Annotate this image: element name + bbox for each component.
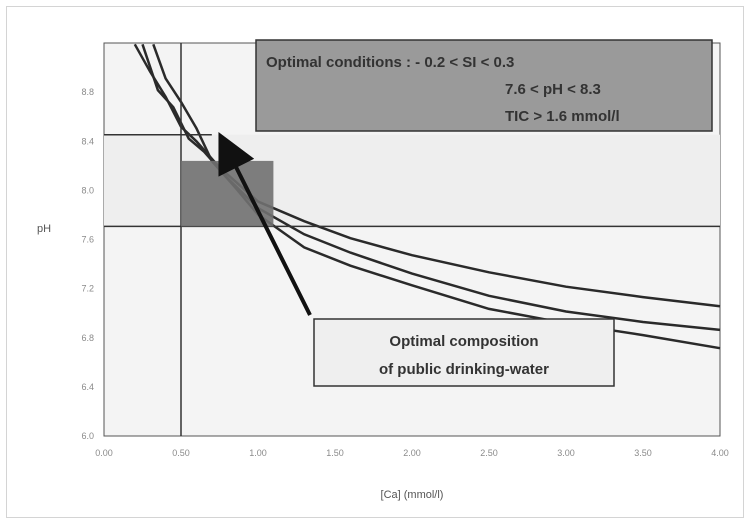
x-tick-label: 1.50 xyxy=(326,448,344,458)
optimal-conditions-box xyxy=(255,39,713,132)
optimal-composition-line-2: of public drinking-water xyxy=(379,361,549,378)
y-axis-label: pH xyxy=(37,223,51,235)
composition-arrow xyxy=(218,131,312,316)
x-tick-label: 3.50 xyxy=(634,448,652,458)
y-tick-label: 6.0 xyxy=(81,431,94,441)
optimal-composition-box xyxy=(313,318,615,387)
y-tick-label: 8.4 xyxy=(81,136,94,146)
series-line-2 xyxy=(141,43,721,332)
x-tick-label: 4.00 xyxy=(711,448,729,458)
x-tick-label: 2.50 xyxy=(480,448,498,458)
x-tick-label: 2.00 xyxy=(403,448,421,458)
optimal-conditions-line-1: Optimal conditions : - 0.2 < SI < 0.3 xyxy=(266,54,514,71)
optimal-conditions-line-3: TIC > 1.6 mmol/l xyxy=(505,108,620,125)
x-tick-label: 1.00 xyxy=(249,448,267,458)
x-tick-label: 3.00 xyxy=(557,448,575,458)
y-tick-label: 6.4 xyxy=(81,382,94,392)
y-tick-label: 6.8 xyxy=(81,333,94,343)
y-tick-label: 8.0 xyxy=(81,185,94,195)
y-axis-ticks: 6.0 6.4 6.8 7.2 7.6 8.0 8.4 8.8 xyxy=(81,87,94,441)
x-axis-label: [Ca] (mmol/l) xyxy=(381,489,444,501)
x-tick-label: 0.50 xyxy=(172,448,190,458)
y-tick-label: 7.6 xyxy=(81,235,94,245)
x-axis-ticks: 0.00 0.50 1.00 1.50 2.00 2.50 3.00 3.50 4.00 xyxy=(95,448,729,458)
y-tick-label: 7.2 xyxy=(81,284,94,294)
x-tick-label: 0.00 xyxy=(95,448,113,458)
optimal-conditions-line-2: 7.6 < pH < 8.3 xyxy=(505,81,601,98)
optimal-composition-line-1: Optimal composition xyxy=(389,333,538,350)
y-tick-label: 8.8 xyxy=(81,87,94,97)
